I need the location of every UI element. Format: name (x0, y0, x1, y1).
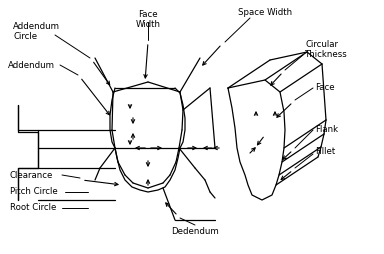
Text: Dedendum: Dedendum (171, 228, 219, 236)
Text: Addendum: Addendum (8, 60, 55, 70)
Text: Face: Face (315, 84, 334, 92)
Text: Root Circle: Root Circle (10, 203, 56, 213)
Text: Space Width: Space Width (238, 8, 292, 17)
Text: Pitch Circle: Pitch Circle (10, 187, 58, 197)
Text: Circular
Thickness: Circular Thickness (305, 40, 348, 59)
Text: Flank: Flank (315, 125, 338, 135)
Text: Clearance: Clearance (10, 170, 53, 180)
Text: Fillet: Fillet (315, 148, 335, 156)
Text: Addendum
Circle: Addendum Circle (13, 22, 60, 41)
Text: Face
Width: Face Width (136, 10, 161, 29)
